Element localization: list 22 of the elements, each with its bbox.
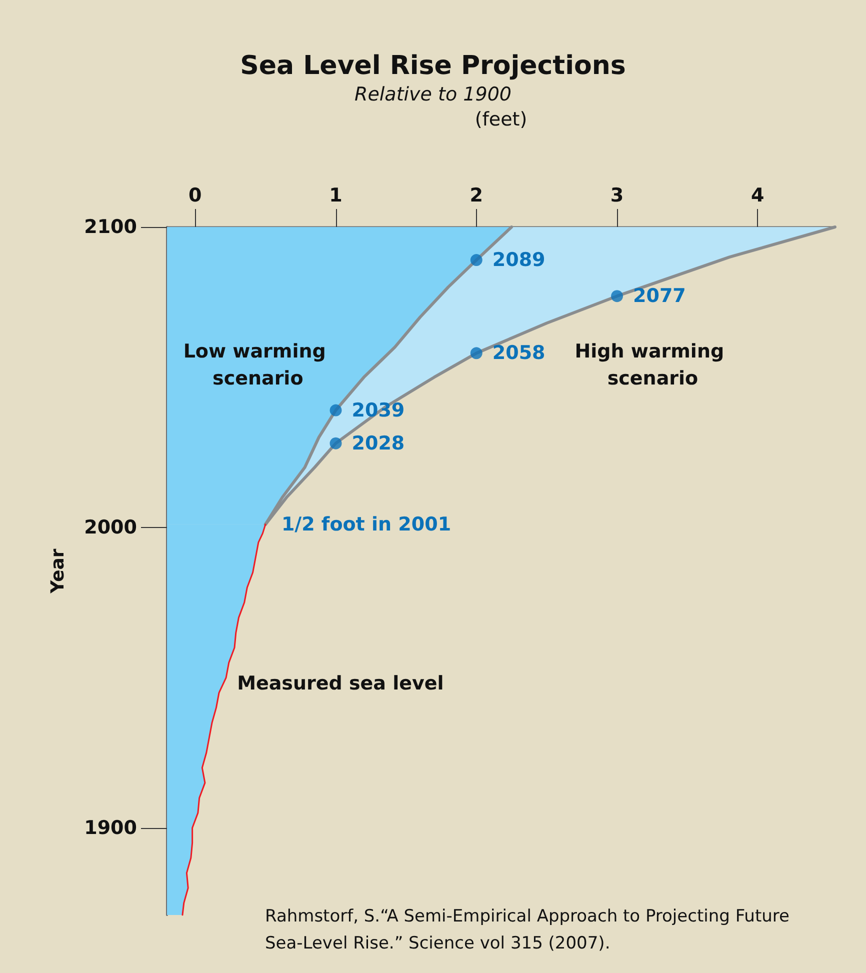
x-tick-label: 4 [751,184,764,206]
y-axis-title: Year [48,548,68,594]
series-label: Low warming scenario [183,340,332,390]
chart-subtitle: Relative to 1900 [354,84,512,106]
y-tick-label: 1900 [84,816,137,839]
annotation: 2089 [492,249,546,272]
annotation: 1/2 foot in 2001 [281,513,452,536]
annotation: 2058 [492,342,546,364]
annotation: 2028 [352,432,405,454]
series-label: High warming scenario [574,340,731,390]
annotation: 2039 [352,399,405,422]
x-tick-label: 1 [329,184,342,206]
chart-title: Sea Level Rise Projections [240,51,626,81]
annotation: 2077 [633,285,686,308]
x-tick-label: 0 [188,184,202,206]
y-tick-label: 2100 [84,216,137,238]
annotation: Rahmstorf, S.“A Semi-Empirical Approach to Projecting Future Sea-Level Rise.” Science vol 315 (2007). [265,906,795,954]
x-tick-label: 3 [610,184,624,206]
y-tick-label: 2000 [84,516,137,538]
series-label: Measured sea level [237,672,444,695]
x-tick-label: 2 [470,184,484,206]
x-axis-title: (feet) [474,108,528,130]
